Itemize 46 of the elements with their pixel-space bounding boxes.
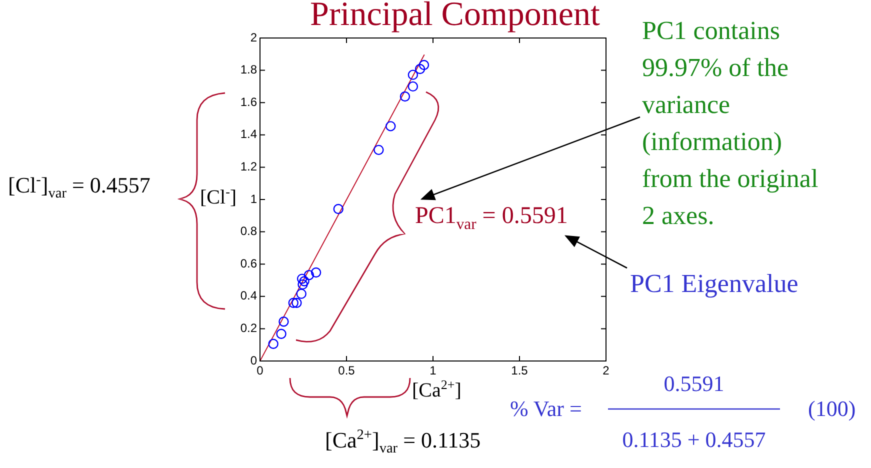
x-tick-label: 2: [602, 364, 610, 378]
text: 0.1135 + 0.4557: [622, 427, 766, 452]
point: [296, 288, 306, 299]
chart-title: Principal Component: [310, 0, 600, 34]
point: [414, 64, 426, 74]
text: [Ca$^{2+}$]$_{var}$ = 0.1135: [325, 427, 481, 458]
point: [298, 279, 308, 290]
point: [299, 276, 310, 286]
x-tick-label: 1: [430, 364, 437, 378]
point: [333, 204, 344, 214]
y-tick-label: 1: [250, 192, 258, 206]
annotation: PC1$_{var}$ = 0.5591: [415, 203, 568, 234]
y-tick-label: 2: [250, 30, 258, 44]
y-tick-label: 1.8: [240, 62, 258, 77]
text: PC1 contains 99.97% of the variance (information) from the original 2 axes.: [642, 15, 820, 232]
point: [288, 298, 298, 308]
y-tick-label: 0.6: [240, 256, 258, 270]
point: [310, 267, 322, 278]
x-axis-title: [Ca$^{2+}$]: [412, 377, 462, 402]
y-axis-title: [Cl$^{-}$]: [200, 184, 237, 209]
point: [386, 121, 396, 132]
point: [292, 298, 302, 308]
x-tick-label: 1.5: [511, 364, 528, 378]
y-tick-label: 1.4: [240, 127, 258, 142]
point: [304, 270, 314, 280]
point: [418, 60, 430, 70]
point: [374, 144, 384, 156]
point: [296, 274, 308, 284]
point: [276, 328, 286, 339]
point: [400, 91, 410, 102]
y-tick-label: 0: [250, 353, 258, 368]
text: % Var =: [510, 396, 582, 422]
y-tick-label: 0.2: [240, 321, 258, 336]
y-tick-label: 1.6: [240, 94, 258, 109]
text: PC1 Eigenvalue: [630, 269, 798, 299]
point: [408, 81, 418, 92]
y-tick-label: 1.2: [240, 160, 258, 174]
text: (100): [808, 396, 856, 422]
y-tick-label: 0.8: [240, 224, 258, 238]
text: [Cl$^{-}$]$_{var}$ = 0.4557: [8, 172, 150, 202]
point: [408, 70, 418, 80]
x-tick-label: 0.5: [338, 364, 356, 378]
point: [268, 338, 278, 349]
point: [278, 316, 289, 327]
y-tick-label: 0.4: [240, 288, 258, 303]
text: 0.5591: [664, 371, 724, 396]
